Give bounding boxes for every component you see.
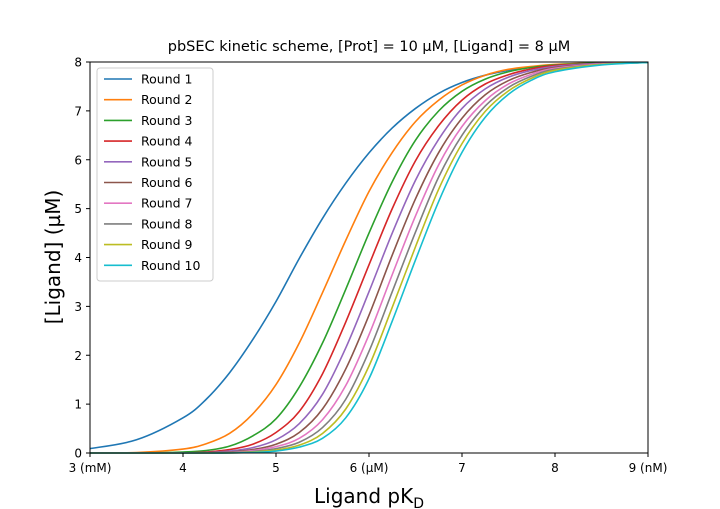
- legend: Round 1 Round 2 Round 3 Round 4 Round 5 Round…: [96, 67, 214, 282]
- series-line-round-2: [89, 61, 649, 454]
- x-tick-label: 5: [272, 461, 280, 475]
- legend-label: Round 8: [141, 216, 193, 231]
- y-tick-label: 4: [74, 251, 82, 265]
- x-tick-label: 8: [551, 461, 559, 475]
- legend-label: Round 1: [141, 72, 192, 87]
- y-tick-label: 0: [74, 447, 82, 461]
- legend-label: Round 10: [141, 258, 200, 273]
- y-axis: 0 1 2 3 4 5 6 7 8: [74, 56, 90, 461]
- y-tick-label: 8: [74, 56, 82, 70]
- x-tick-label: 9 (nM): [629, 461, 668, 475]
- legend-label: Round 6: [141, 175, 193, 190]
- x-axis: 3 (mM) 4 5 6 (µM) 7 8 9 (nM): [69, 453, 668, 475]
- x-tick-label: 7: [458, 461, 466, 475]
- chart-title: pbSEC kinetic scheme, [Prot] = 10 µM, [L…: [168, 39, 570, 55]
- legend-label: Round 5: [141, 154, 192, 169]
- x-tick-label: 4: [179, 461, 187, 475]
- y-tick-label: 5: [74, 202, 82, 216]
- x-axis-label-main: Ligand pK: [314, 484, 414, 508]
- series-line-round-3: [89, 61, 649, 454]
- legend-label: Round 9: [141, 237, 193, 252]
- y-tick-label: 7: [74, 104, 82, 118]
- legend-label: Round 2: [141, 92, 192, 107]
- legend-label: Round 3: [141, 113, 192, 128]
- legend-label: Round 7: [141, 196, 192, 211]
- y-tick-label: 6: [74, 153, 82, 167]
- x-tick-label: 3 (mM): [69, 461, 112, 475]
- legend-frame: [96, 67, 214, 282]
- y-tick-label: 1: [74, 398, 82, 412]
- x-axis-label-subscript: D: [413, 496, 424, 509]
- y-tick-label: 3: [74, 300, 82, 314]
- y-axis-label: [Ligand] (µM): [41, 190, 65, 325]
- x-axis-label: Ligand pKD: [314, 484, 424, 509]
- x-tick-label: 6 (µM): [350, 461, 389, 475]
- legend-label: Round 4: [141, 134, 193, 149]
- y-tick-label: 2: [74, 349, 82, 363]
